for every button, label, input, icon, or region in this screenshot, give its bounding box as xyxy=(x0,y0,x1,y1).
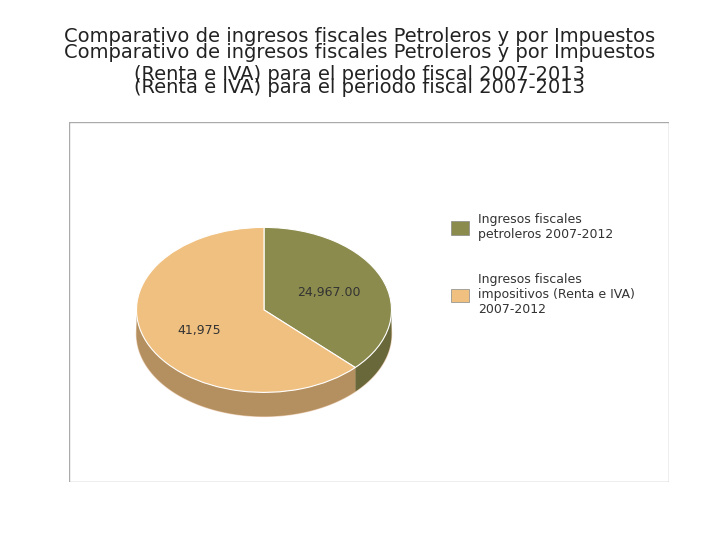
Text: Comparativo de ingresos fiscales Petroleros y por Impuestos: Comparativo de ingresos fiscales Petrole… xyxy=(64,43,656,62)
Text: (Renta e IVA) para el periodo fiscal 2007-2013: (Renta e IVA) para el periodo fiscal 200… xyxy=(135,78,585,97)
Polygon shape xyxy=(355,310,392,392)
Text: Ingresos fiscales
petroleros 2007-2012: Ingresos fiscales petroleros 2007-2012 xyxy=(479,213,613,241)
Text: Ingresos fiscales
impositivos (Renta e IVA)
2007-2012: Ingresos fiscales impositivos (Renta e I… xyxy=(479,273,635,316)
Polygon shape xyxy=(137,252,392,416)
Wedge shape xyxy=(264,227,392,368)
Text: 24,967.00: 24,967.00 xyxy=(297,286,361,299)
Bar xyxy=(69,123,669,482)
Bar xyxy=(451,221,469,235)
Bar xyxy=(451,289,469,302)
Text: 41,975: 41,975 xyxy=(178,324,221,337)
Wedge shape xyxy=(137,227,355,393)
Text: Comparativo de ingresos fiscales Petroleros y por Impuestos: Comparativo de ingresos fiscales Petrole… xyxy=(64,27,656,46)
Polygon shape xyxy=(137,311,355,416)
Text: (Renta e IVA) para el periodo fiscal 2007-2013: (Renta e IVA) para el periodo fiscal 200… xyxy=(135,65,585,84)
